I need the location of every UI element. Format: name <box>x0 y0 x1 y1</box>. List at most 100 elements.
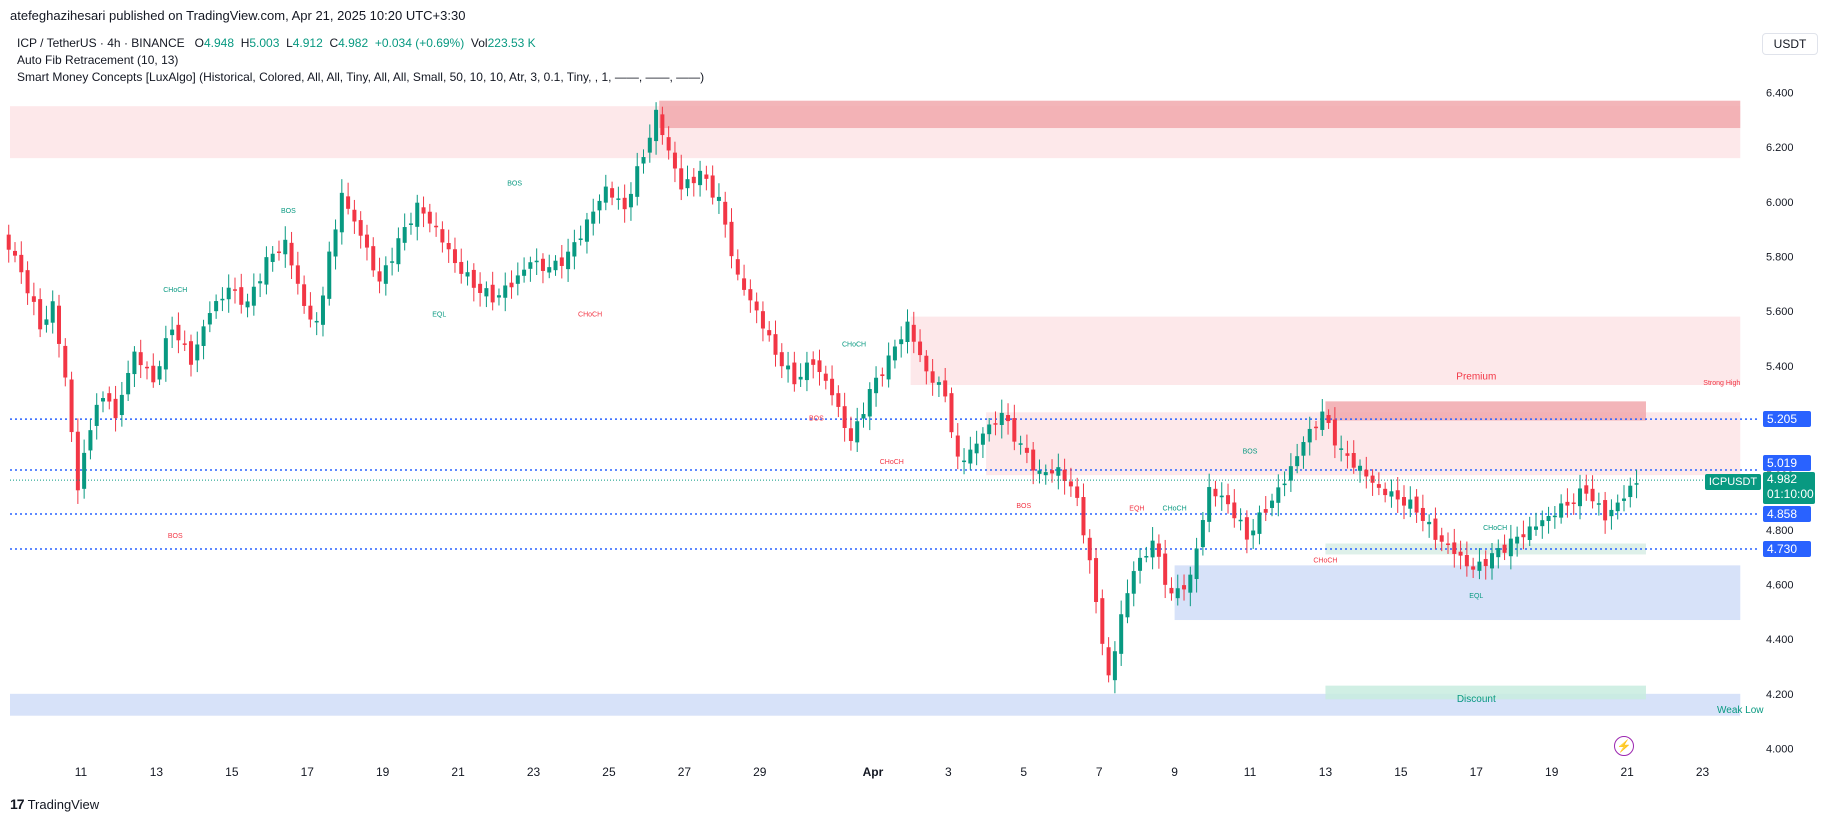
candle-body <box>1125 593 1130 618</box>
candle-body <box>339 192 344 233</box>
candle-body <box>94 404 99 426</box>
candle-body <box>270 253 275 262</box>
candle-body <box>107 393 112 402</box>
published-line: atefeghazihesari published on TradingVie… <box>10 8 466 23</box>
candle-body <box>729 221 734 257</box>
structure-label: BOS <box>168 533 183 540</box>
candle-body <box>1420 507 1425 521</box>
y-tick-label: 4.000 <box>1766 744 1794 756</box>
candle-body <box>603 186 608 203</box>
candle-body <box>1621 498 1626 501</box>
x-tick-label: 21 <box>1620 765 1634 779</box>
candle-body <box>584 219 589 242</box>
candle-body <box>830 378 835 396</box>
candle-body <box>1628 485 1633 498</box>
candle-body <box>144 366 149 369</box>
currency-button[interactable]: USDT <box>1762 33 1818 55</box>
candle-body <box>1056 467 1061 476</box>
candle-body <box>1043 472 1048 476</box>
candle-body <box>836 393 841 407</box>
structure-label: BOS <box>1016 503 1031 510</box>
candle-body <box>641 157 646 164</box>
candle-body <box>1037 470 1042 474</box>
candle-body <box>974 443 979 454</box>
candle-body <box>962 460 967 463</box>
x-tick-label: 11 <box>75 765 88 779</box>
candle-body <box>1439 535 1444 542</box>
x-tick-label: 27 <box>678 765 692 779</box>
candle-body <box>1452 542 1457 554</box>
candle-body <box>1395 490 1400 500</box>
tradingview-footer[interactable]: 17 TradingView <box>10 796 99 812</box>
chart-legend: ICP / TetherUS · 4h · BINANCE O4.948 H5.… <box>17 35 704 86</box>
structure-label: BOS <box>809 416 824 423</box>
candle-body <box>421 207 426 214</box>
symbol-label[interactable]: ICP / TetherUS · 4h · BINANCE <box>17 36 185 50</box>
candle-body <box>82 452 87 489</box>
candle-body <box>949 393 954 433</box>
lightning-icon[interactable]: ⚡ <box>1614 736 1634 756</box>
demand-zone <box>1325 685 1646 700</box>
candle-body <box>1094 558 1099 603</box>
indicator-fib[interactable]: Auto Fib Retracement (10, 13) <box>17 53 179 67</box>
candle-body <box>716 196 721 201</box>
candle-body <box>503 285 508 298</box>
x-tick-label: 25 <box>602 765 616 779</box>
x-tick-label: 17 <box>301 765 315 779</box>
volume-label: Vol <box>470 36 488 50</box>
candle-body <box>1339 448 1344 450</box>
supply-zone <box>910 316 1741 385</box>
candle-body <box>786 365 791 370</box>
candle-body <box>1182 585 1187 590</box>
candle-body <box>289 242 294 266</box>
candle-body <box>685 179 690 189</box>
symbol-row[interactable]: ICP / TetherUS · 4h · BINANCE O4.948 H5.… <box>17 35 704 52</box>
supply-zone <box>1325 401 1646 421</box>
y-tick-label: 4.200 <box>1766 689 1794 701</box>
candle-body <box>126 372 131 395</box>
demand-zone <box>1174 565 1741 621</box>
candle-body <box>591 211 596 224</box>
candle-body <box>434 225 439 228</box>
candle-body <box>704 174 709 179</box>
candle-body <box>710 175 715 198</box>
candle-body <box>1559 503 1564 518</box>
candle-body <box>377 271 382 282</box>
x-tick-label: 17 <box>1470 765 1484 779</box>
candle-body <box>201 326 206 346</box>
candle-body <box>446 243 451 250</box>
candle-body <box>352 209 357 222</box>
x-tick-label: 19 <box>1545 765 1559 779</box>
structure-label: CHoCH <box>1163 506 1187 513</box>
candle-body <box>471 269 476 288</box>
candle-body <box>232 289 237 291</box>
zone-label: Strong High <box>1703 380 1740 387</box>
candle-body <box>1075 486 1080 498</box>
candle-body <box>672 152 677 169</box>
candle-body <box>176 324 181 341</box>
candle-body <box>1050 470 1055 474</box>
indicator-smc[interactable]: Smart Money Concepts [LuxAlgo] (Historic… <box>17 70 705 84</box>
candle-body <box>1150 540 1155 558</box>
candle-body <box>760 311 765 329</box>
candle-body <box>622 197 627 210</box>
high-value: 5.003 <box>249 36 280 50</box>
candle-body <box>955 435 960 457</box>
candle-body <box>1163 553 1168 585</box>
candle-body <box>490 284 495 303</box>
candle-body <box>1358 465 1363 471</box>
candle-body <box>1590 488 1595 502</box>
candle-body <box>553 260 558 271</box>
last-price-value: 4.982 <box>1767 472 1798 486</box>
y-tick-label: 4.400 <box>1766 634 1794 646</box>
candle-body <box>1257 512 1262 534</box>
last-price-tag: ICPUSDT 4.982 01:10:00 <box>1705 472 1815 504</box>
candle-body <box>1062 469 1067 481</box>
candle-body <box>383 265 388 284</box>
candle-body <box>943 380 948 397</box>
candle-body <box>1565 501 1570 506</box>
close-label: C <box>329 36 339 50</box>
candle-body <box>528 262 533 269</box>
candle-body <box>1552 515 1557 518</box>
